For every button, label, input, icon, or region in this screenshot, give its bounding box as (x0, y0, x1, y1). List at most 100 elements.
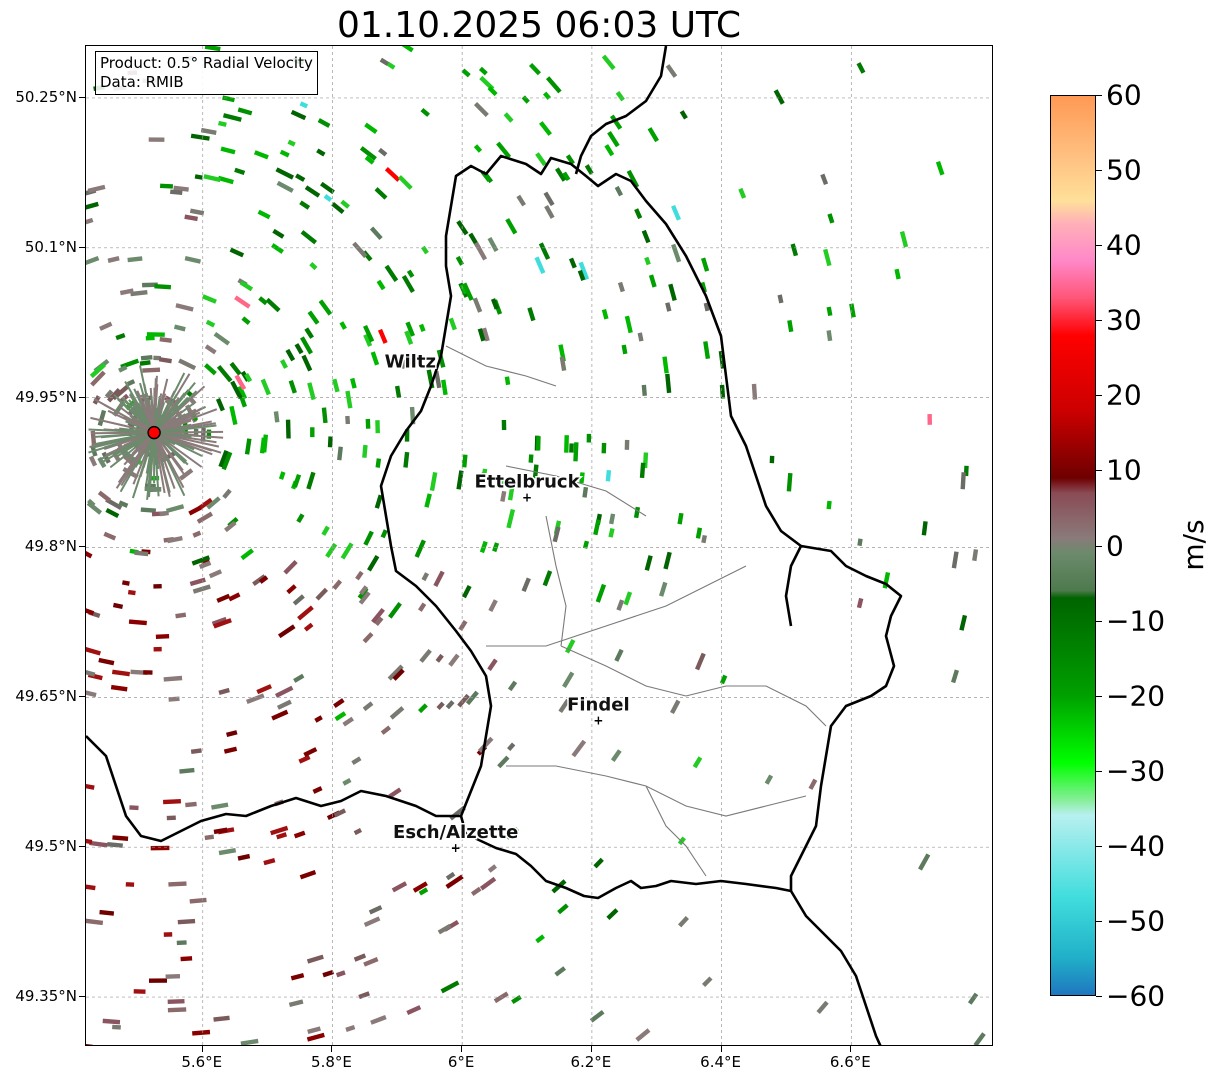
velocity-echo (342, 778, 352, 786)
colorbar-tick-label: 30 (1106, 303, 1142, 337)
velocity-echo (89, 362, 107, 379)
velocity-echo (309, 262, 318, 271)
city-label: Findel (567, 694, 630, 715)
velocity-echo (363, 333, 373, 347)
velocity-echo (239, 280, 254, 292)
velocity-echo (429, 471, 438, 492)
velocity-echo (472, 297, 483, 313)
colorbar-tick-label: −40 (1106, 829, 1166, 863)
velocity-echo (318, 299, 333, 316)
velocity-echo (359, 585, 369, 596)
velocity-echo (418, 602, 427, 612)
velocity-echo (635, 1028, 651, 1042)
velocity-echo (458, 620, 468, 631)
velocity-echo (216, 364, 233, 383)
velocity-echo (764, 774, 774, 785)
velocity-echo (477, 328, 486, 342)
velocity-echo (86, 783, 95, 790)
velocity-echo (299, 200, 311, 210)
velocity-echo (110, 684, 128, 692)
velocity-echo (112, 602, 124, 610)
velocity-echo (644, 555, 653, 571)
velocity-echo (189, 208, 205, 216)
velocity-echo (670, 699, 681, 715)
velocity-echo (406, 355, 413, 367)
colorbar-tick-mark (1096, 695, 1102, 697)
velocity-echo (424, 493, 432, 508)
velocity-echo (528, 62, 542, 76)
velocity-echo (671, 204, 681, 221)
velocity-echo (299, 101, 309, 109)
velocity-echo (237, 385, 248, 400)
velocity-echo (98, 657, 115, 666)
velocity-echo (436, 701, 445, 710)
velocity-echo (617, 281, 625, 293)
velocity-echo (370, 1014, 387, 1025)
velocity-echo (240, 548, 254, 561)
velocity-echo (218, 120, 227, 127)
velocity-echo (404, 330, 414, 345)
velocity-echo (702, 976, 713, 988)
velocity-echo (521, 95, 530, 104)
velocity-echo (589, 1010, 605, 1023)
velocity-echo (213, 331, 231, 346)
velocity-echo (213, 618, 232, 629)
velocity-echo (738, 187, 747, 199)
velocity-echo (678, 916, 689, 928)
colorbar-tick-mark (1096, 95, 1102, 96)
velocity-echo (504, 376, 511, 386)
velocity-echo (505, 218, 518, 235)
velocity-echo (441, 379, 448, 396)
velocity-echo (665, 373, 672, 394)
velocity-echo (218, 687, 230, 695)
velocity-echo (624, 315, 633, 334)
velocity-echo (112, 1024, 121, 1030)
velocity-echo (608, 513, 616, 525)
velocity-echo (470, 886, 482, 897)
y-tick-mark (79, 996, 85, 998)
velocity-echo (163, 675, 183, 682)
velocity-echo (177, 918, 196, 925)
velocity-echo (406, 1005, 422, 1015)
velocity-echo (609, 114, 623, 130)
data-source-label: Data: RMIB (100, 73, 184, 91)
colorbar-tick-label: 60 (1106, 78, 1142, 112)
velocity-echo (478, 66, 488, 76)
velocity-echo (104, 389, 114, 399)
velocity-echo (462, 282, 474, 301)
colorbar-tick-mark (1096, 620, 1102, 622)
velocity-echo (153, 646, 162, 652)
velocity-echo (364, 122, 378, 134)
velocity-echo (333, 698, 345, 708)
velocity-echo (189, 897, 207, 904)
y-tick-mark (79, 396, 85, 398)
velocity-echo (751, 383, 758, 400)
velocity-echo (665, 302, 672, 312)
velocity-echo (437, 923, 452, 935)
velocity-echo (159, 510, 169, 517)
velocity-echo (662, 356, 669, 374)
velocity-echo (237, 853, 251, 861)
velocity-echo (370, 351, 380, 366)
velocity-echo (376, 279, 386, 291)
velocity-echo (481, 468, 488, 483)
velocity-echo (927, 414, 932, 425)
velocity-echo (440, 980, 460, 994)
velocity-echo (142, 282, 158, 288)
velocity-echo (175, 612, 187, 619)
velocity-echo (237, 107, 253, 116)
velocity-echo (175, 303, 194, 312)
velocity-echo (384, 167, 401, 182)
velocity-echo (358, 591, 371, 605)
velocity-echo (107, 256, 120, 263)
velocity-echo (167, 998, 185, 1005)
velocity-echo (562, 671, 575, 688)
velocity-echo (677, 512, 684, 525)
velocity-echo (139, 360, 151, 366)
velocity-echo (827, 213, 835, 224)
velocity-echo (274, 685, 294, 698)
velocity-echo (973, 1032, 986, 1045)
x-tick-mark (850, 1046, 852, 1052)
velocity-echo (86, 217, 94, 227)
velocity-echo (614, 185, 624, 197)
